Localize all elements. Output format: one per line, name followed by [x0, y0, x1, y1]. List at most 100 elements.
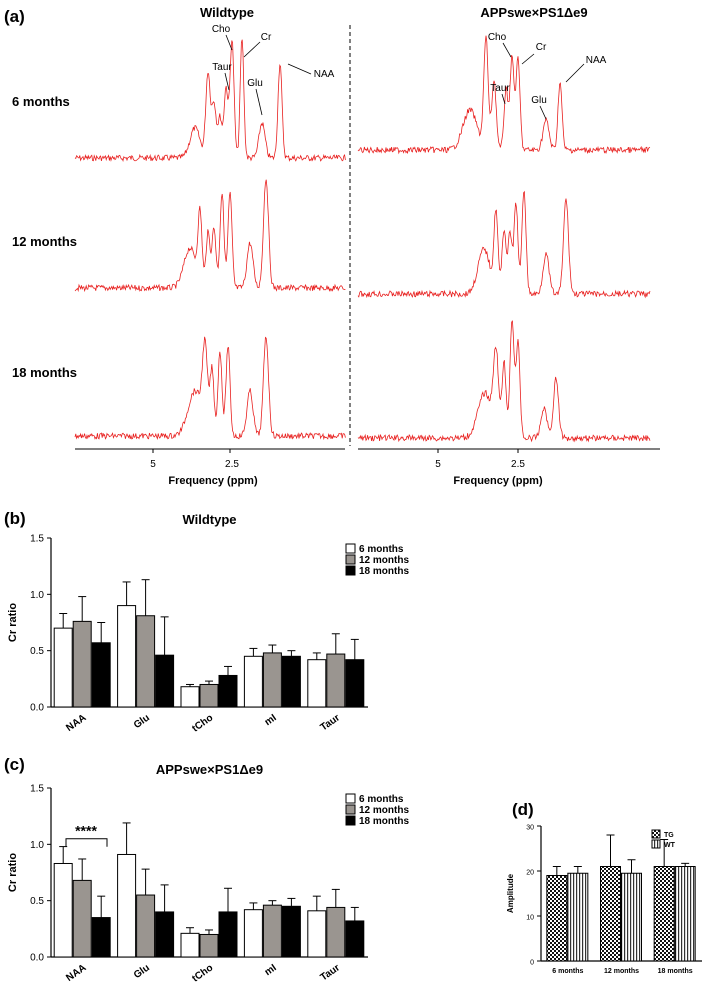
y-tick-label: 0.5 [30, 646, 44, 657]
x-tick-label: 18 months [658, 968, 693, 975]
bar-mi-12-months [262, 904, 282, 958]
x-tick-label: mI [263, 962, 279, 978]
bar-naa-12-months [72, 879, 92, 958]
bar-tcho-12-months [199, 683, 219, 708]
peak-label-taur: Taur [212, 62, 232, 73]
bar-glu-6-months [117, 853, 137, 958]
bar-taur-18-months [345, 659, 365, 708]
peak-label-naa: NAA [586, 55, 607, 66]
y-tick-label: 0.5 [30, 896, 44, 907]
chart-title: APPswe×PS1Δe9 [156, 762, 263, 777]
bar-taur-12-months [326, 906, 346, 958]
chart-transgenic-cr-ratio: APPswe×PS1Δe9 0.0 0.5 1.0 1.5 Cr ratio NAA Glu t… [7, 762, 409, 985]
panel-label-a: (a) [4, 7, 25, 26]
bar-12-months-wt [621, 872, 642, 962]
bar-taur-6-months [307, 659, 327, 708]
peak-labels-transgenic: Cho Taur Cr Glu NAA [488, 32, 607, 120]
bar-tcho-6-months [180, 686, 200, 708]
x-tick-label: 12 months [604, 968, 639, 975]
y-tick-label: 1.0 [30, 590, 44, 601]
bar-naa-6-months [53, 627, 73, 708]
peak-leader-cr [243, 41, 261, 58]
legend-swatch [345, 793, 356, 804]
spectrum-trace-wildtype-18-months [74, 336, 346, 441]
significance-bracket [65, 838, 108, 847]
spectrum-trace-transgenic-18-months [357, 320, 651, 443]
bar-glu-18-months [155, 911, 175, 958]
legend-swatch [345, 543, 356, 554]
spectrum-trace-wildtype-12-months [74, 179, 346, 293]
peak-leader-cho [225, 34, 233, 51]
peak-label-glu: Glu [531, 95, 547, 106]
peak-leader-taur [501, 93, 506, 105]
bar-naa-6-months [53, 862, 73, 958]
panel-a: (a) Wildtype APPswe×PS1Δe9 6 months 12 m… [4, 5, 660, 487]
peak-leader-glu [539, 105, 547, 120]
legend-label: WT [664, 842, 676, 849]
bar-mi-12-months [262, 652, 282, 708]
spectrum-trace-transgenic-12-months [357, 190, 651, 299]
bar-12-months-tg [600, 866, 621, 962]
spectra-title-transgenic: APPswe×PS1Δe9 [480, 5, 587, 20]
y-tick-label: 20 [526, 870, 534, 877]
spectrum-trace-wildtype-6-months [74, 39, 346, 162]
significance-stars: **** [75, 823, 97, 839]
y-tick-label: 1.5 [30, 784, 44, 795]
x-tick-label: tCho [190, 712, 215, 734]
legend-label: TG [664, 832, 674, 839]
y-tick-label: 0 [530, 960, 534, 967]
bar-glu-18-months [155, 654, 175, 708]
bar-6-months-tg [546, 875, 568, 962]
bar-taur-18-months [345, 920, 365, 958]
x-axis-label: Frequency (ppm) [168, 475, 258, 487]
peak-leader-naa [565, 63, 585, 83]
bar-mi-18-months [281, 655, 301, 708]
spectrum-trace-transgenic-6-months [357, 35, 651, 155]
peak-leader-glu [255, 88, 263, 116]
age-label-6-months: 6 months [12, 94, 70, 109]
bar-glu-6-months [117, 605, 137, 708]
panel-label-b: (b) [4, 509, 26, 528]
legend-swatch [345, 554, 356, 565]
legend-swatch [651, 839, 661, 849]
legend-label: 18 months [359, 566, 409, 577]
peak-leader-cr [521, 53, 535, 65]
peak-label-cho: Cho [212, 24, 231, 35]
spectra-title-wildtype: Wildtype [200, 5, 254, 20]
bar-tcho-12-months [199, 933, 219, 958]
chart-title: Wildtype [182, 512, 236, 527]
legend-label: 12 months [359, 555, 409, 566]
legend-swatch [345, 804, 356, 815]
bar-glu-12-months [136, 894, 156, 958]
legend-label: 6 months [359, 794, 404, 805]
x-tick-label: tCho [190, 962, 215, 984]
bar-naa-12-months [72, 620, 92, 708]
x-tick-label: NAA [64, 712, 88, 733]
y-tick-label: 10 [526, 915, 534, 922]
x-tick-label: Glu [132, 962, 152, 981]
x-tick-label: Glu [132, 712, 152, 731]
bar-tcho-18-months [218, 911, 238, 958]
y-tick-label: 0.0 [30, 953, 44, 964]
age-label-18-months: 18 months [12, 365, 77, 380]
chart-wildtype-cr-ratio: Wildtype 0.0 0.5 1.0 1.5 Cr ratio NAA Glu tCho mI… [7, 512, 409, 735]
peak-label-cr: Cr [536, 42, 547, 53]
x-tick-label: Taur [319, 712, 343, 733]
x-tick-label: mI [263, 712, 279, 728]
x-axis-label: Frequency (ppm) [453, 475, 543, 487]
y-tick-label: 30 [526, 825, 534, 832]
bar-mi-6-months [243, 655, 263, 708]
y-axis-label: Cr ratio [7, 853, 19, 892]
spectra-traces [74, 35, 651, 443]
peak-label-cho: Cho [488, 32, 507, 43]
y-tick-label: 0.0 [30, 703, 44, 714]
peak-leader-naa [287, 63, 312, 75]
panel-label-c: (c) [4, 755, 25, 774]
legend-label: 6 months [359, 544, 404, 555]
legend-label: 18 months [359, 816, 409, 827]
tick-label-2.5: 2.5 [511, 459, 525, 470]
bar-mi-6-months [243, 909, 263, 958]
tick-label-2.5: 2.5 [225, 459, 239, 470]
bar-18-months-tg [653, 866, 675, 962]
